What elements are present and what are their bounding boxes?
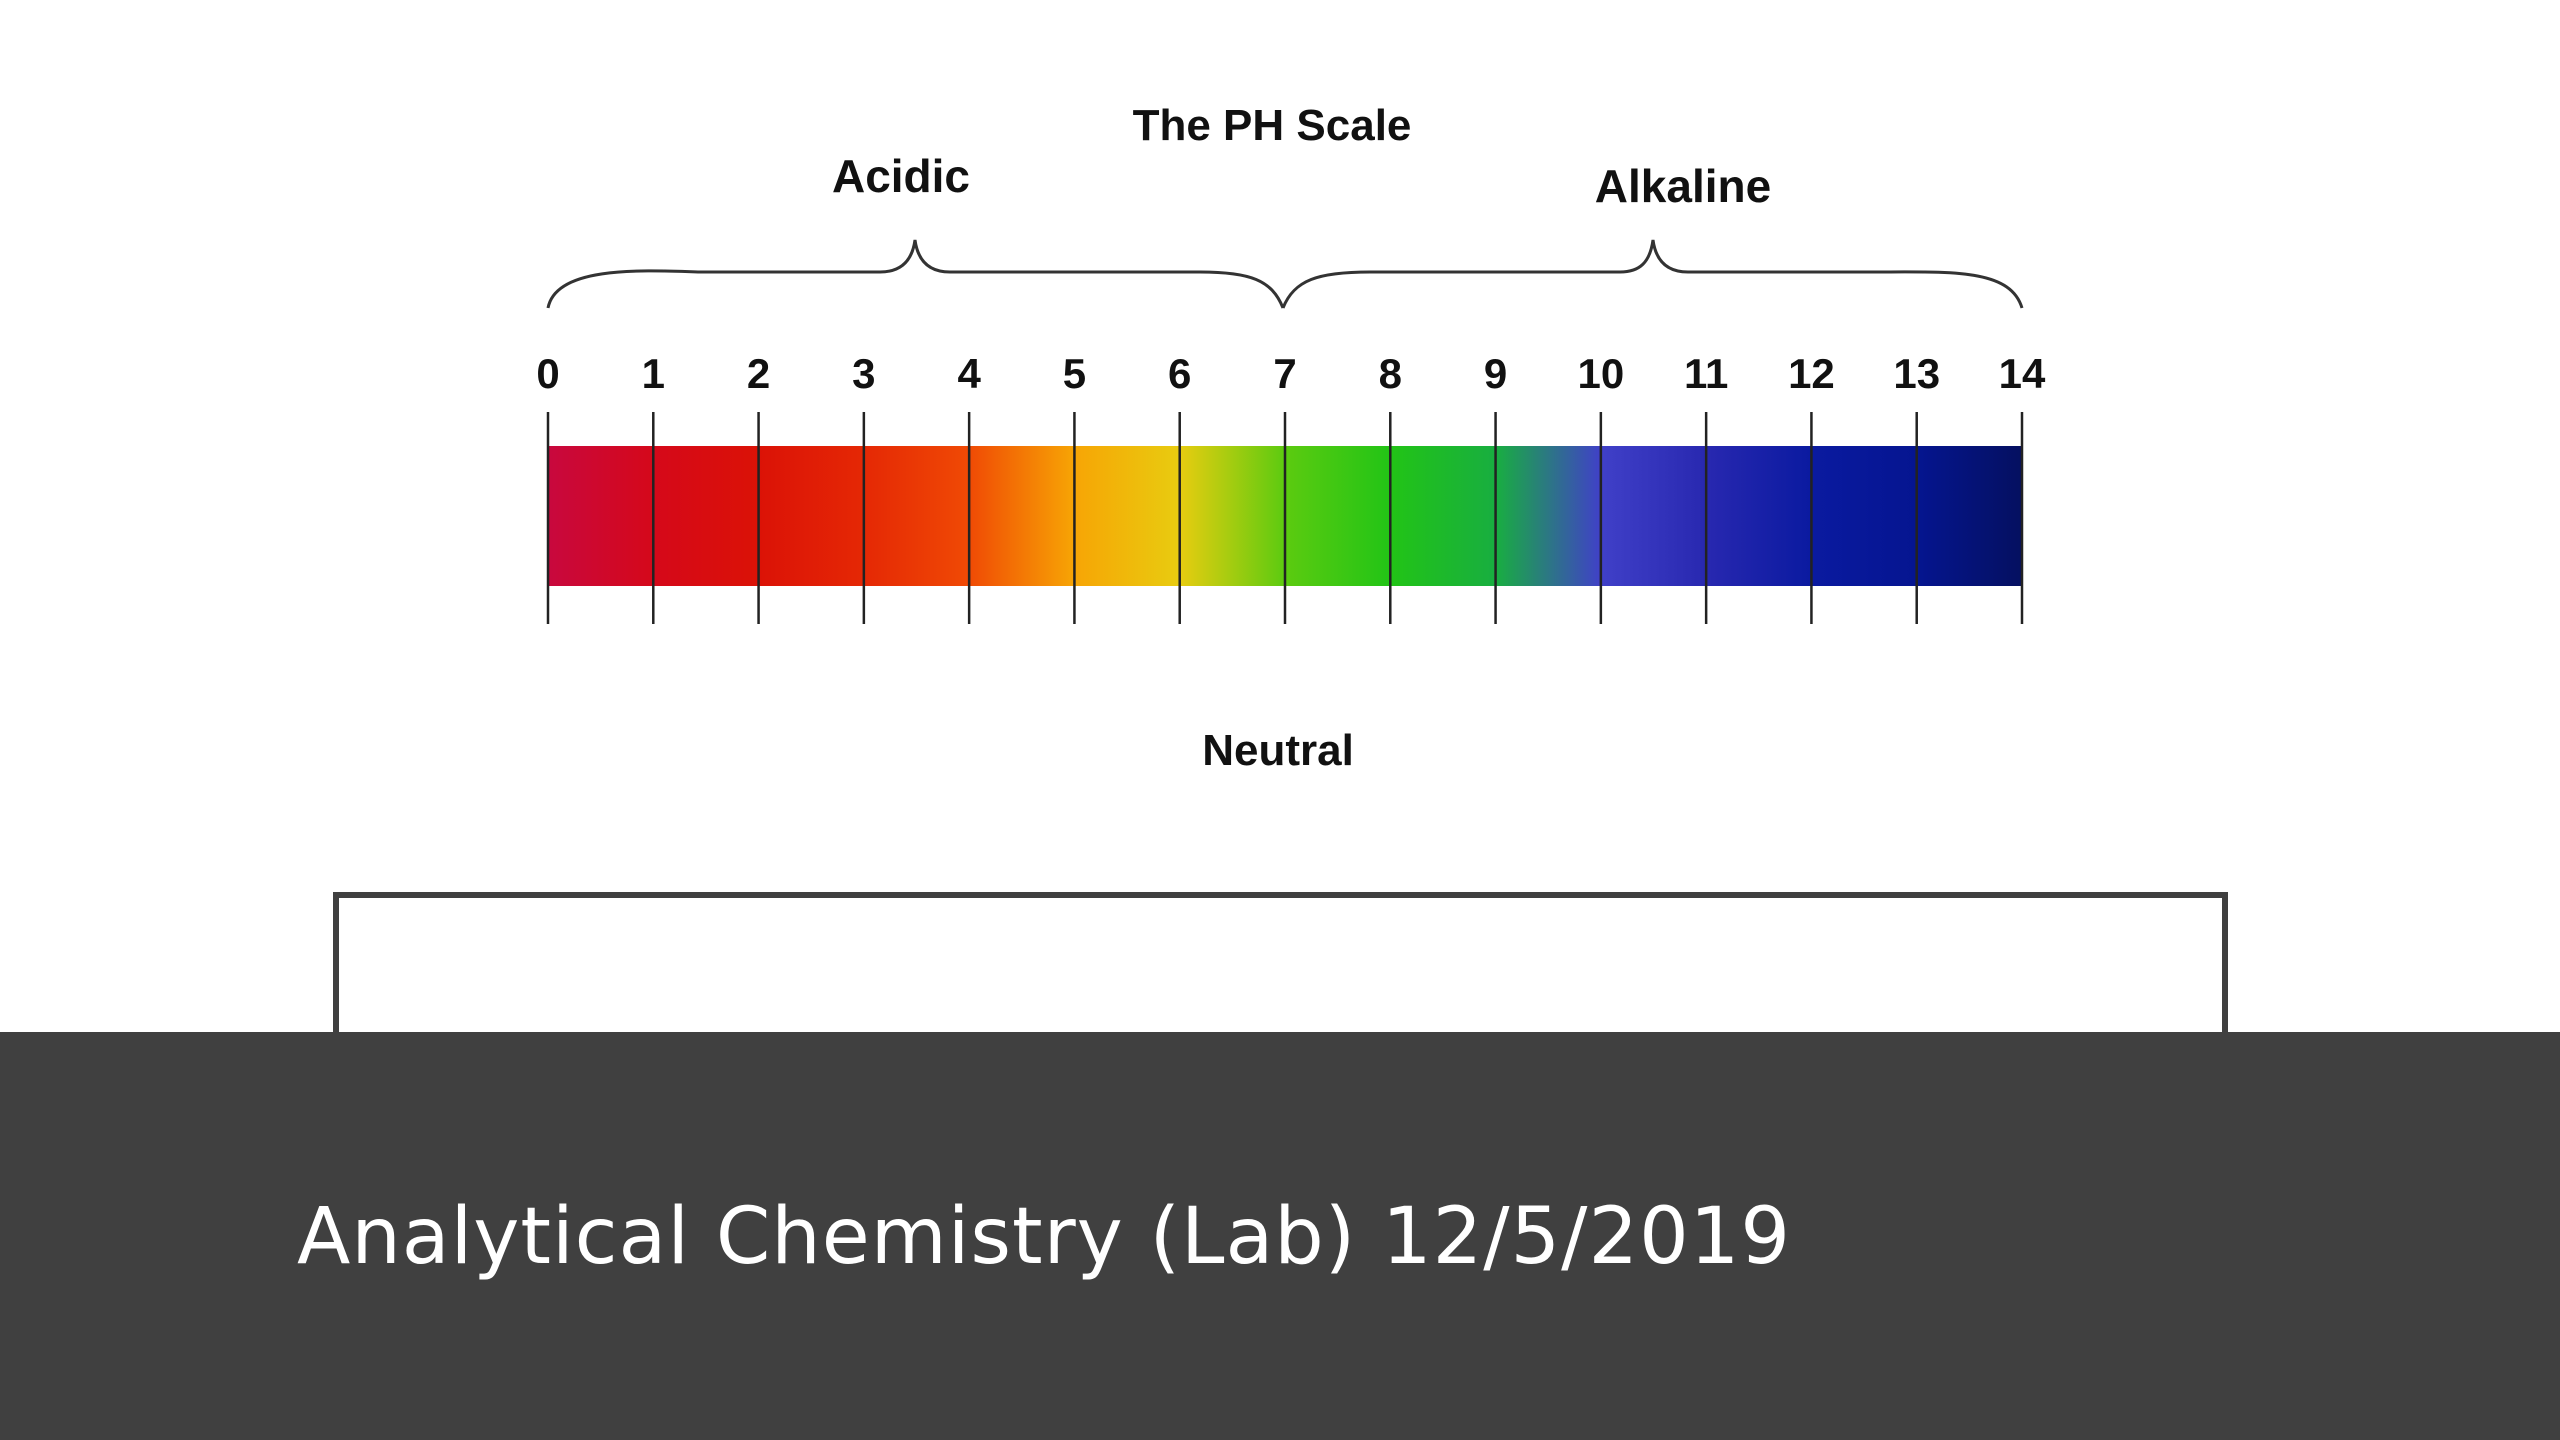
tick-label-12: 12: [1788, 350, 1835, 397]
tick-lines: [546, 412, 2024, 624]
tick-label-4: 4: [957, 350, 981, 397]
tick-labels: 0 1 2 3 4 5 6 7 8 9 10 11 12 13 14: [536, 350, 2046, 397]
alkaline-brace: [1281, 239, 2024, 309]
alkaline-label: Alkaline: [1595, 160, 1771, 212]
tick-label-7: 7: [1273, 350, 1296, 397]
tick-label-0: 0: [536, 350, 559, 397]
tick-label-9: 9: [1484, 350, 1507, 397]
tick-label-3: 3: [852, 350, 875, 397]
tick-label-2: 2: [747, 350, 770, 397]
tick-label-6: 6: [1168, 350, 1191, 397]
tick-label-14: 14: [1999, 350, 2046, 397]
diagram-title: The PH Scale: [1133, 101, 1412, 150]
footer-band: [0, 1032, 2560, 1440]
tick-label-11: 11: [1684, 350, 1728, 397]
tick-label-8: 8: [1379, 350, 1402, 397]
slide-subtitle: Analytical Chemistry (Lab) 12/5/2019: [297, 1192, 1791, 1282]
tick-label-5: 5: [1063, 350, 1086, 397]
acidic-label: Acidic: [832, 150, 970, 202]
tick-label-13: 13: [1893, 350, 1940, 397]
neutral-label: Neutral: [1202, 726, 1354, 775]
tick-label-10: 10: [1577, 350, 1624, 397]
acidic-brace: [546, 239, 1285, 309]
tick-label-1: 1: [642, 350, 665, 397]
